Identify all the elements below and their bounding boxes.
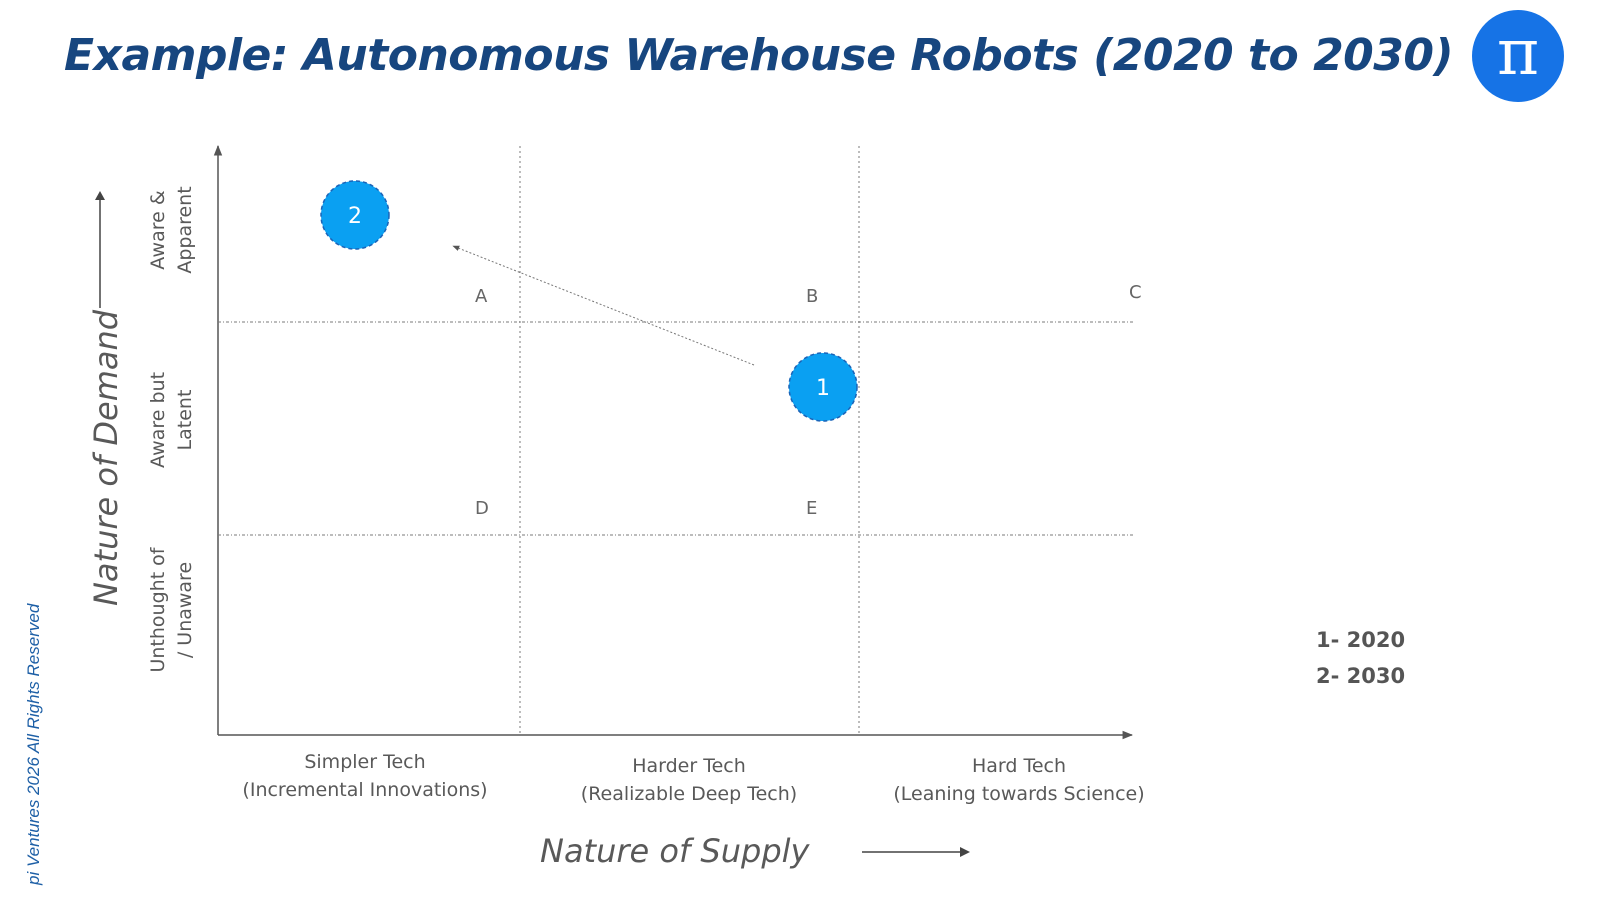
quadrant-label-c: C [1129, 282, 1142, 303]
x-axis-title: Nature of Supply [540, 832, 810, 870]
y-category-unthought-unaware: Unthought of / Unaware [145, 480, 199, 740]
legend-item-2020: 1- 2020 [1316, 628, 1406, 652]
y-category-unthought-unaware-line1: Unthought of [147, 547, 169, 673]
slide-title: Example: Autonomous Warehouse Robots (20… [64, 30, 1454, 81]
y-category-unthought-unaware-line2: / Unaware [174, 561, 196, 659]
quadrant-label-d: D [475, 498, 489, 519]
year-legend: 1- 2020 2- 2030 [1316, 622, 1405, 694]
x-axis-direction-arrow [862, 847, 970, 857]
x-category-harder-tech-line1: Harder Tech [632, 755, 746, 777]
data-point-2-circle [320, 180, 390, 250]
quadrant-label-e: E [806, 498, 818, 519]
data-point-2-label: 2 [348, 204, 362, 229]
data-point-2: 2 [320, 180, 390, 250]
y-axis-title: Nature of Demand [87, 309, 125, 606]
data-point-1-circle [788, 352, 858, 422]
y-axis-direction-arrow [95, 191, 105, 308]
legend-item-2030: 2- 2030 [1316, 664, 1406, 688]
pi-logo: π [1472, 10, 1564, 102]
quadrant-label-b: B [806, 286, 819, 307]
x-category-simpler-tech: Simpler Tech (Incremental Innovations) [212, 748, 518, 804]
x-category-simpler-tech-line1: Simpler Tech [304, 751, 426, 773]
x-category-simpler-tech-line2: (Incremental Innovations) [242, 779, 488, 801]
pi-logo-symbol: π [1496, 16, 1540, 90]
data-point-1-label: 1 [816, 376, 830, 401]
x-category-harder-tech-line2: (Realizable Deep Tech) [580, 783, 798, 805]
trajectory-line [452, 245, 755, 366]
quadrant-label-a: A [475, 286, 488, 307]
x-category-hard-tech-line1: Hard Tech [971, 755, 1067, 777]
data-point-1: 1 [788, 352, 858, 422]
x-category-hard-tech-line2: (Leaning towards Science) [893, 783, 1145, 805]
x-category-harder-tech: Harder Tech (Realizable Deep Tech) [536, 752, 842, 808]
x-category-hard-tech: Hard Tech (Leaning towards Science) [866, 752, 1172, 808]
